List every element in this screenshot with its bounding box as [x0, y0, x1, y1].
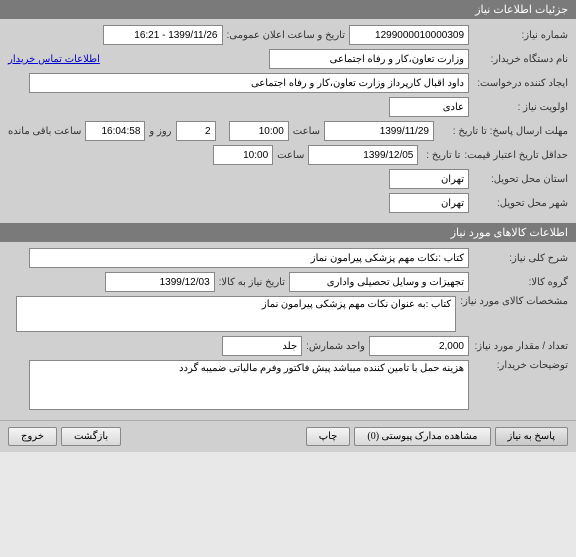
row-delivery-city: شهر محل تحویل:	[8, 193, 568, 213]
unit-field[interactable]	[222, 336, 302, 356]
respond-button[interactable]: پاسخ به نیاز	[495, 427, 569, 446]
row-general-desc: شرح کلی نیاز:	[8, 248, 568, 268]
quantity-field[interactable]	[369, 336, 469, 356]
attachments-button[interactable]: مشاهده مدارک پیوستی (0)	[354, 427, 490, 446]
days-label: روز و	[149, 126, 171, 137]
print-button[interactable]: چاپ	[306, 427, 351, 446]
row-deadline: مهلت ارسال پاسخ: تا تاریخ : ساعت روز و س…	[8, 121, 568, 141]
section1-header: جزئیات اطلاعات نیاز	[0, 0, 576, 19]
min-validity-to-label: تا تاریخ :	[422, 150, 460, 161]
delivery-city-field[interactable]	[389, 193, 469, 213]
row-goods-group: گروه کالا: تاریخ نیاز به کالا:	[8, 272, 568, 292]
back-button[interactable]: بازگشت	[61, 427, 121, 446]
time-remaining-field[interactable]	[85, 121, 145, 141]
row-buyer-org: نام دستگاه خریدار: اطلاعات تماس خریدار	[8, 49, 568, 69]
row-quantity: تعداد / مقدار مورد نیاز: واحد شمارش:	[8, 336, 568, 356]
unit-label: واحد شمارش:	[306, 341, 365, 352]
row-buyer-notes: توضیحات خریدار:	[8, 360, 568, 410]
row-request-number: شماره نیاز: تاریخ و ساعت اعلان عمومی:	[8, 25, 568, 45]
request-number-label: شماره نیاز:	[473, 30, 568, 41]
row-goods-spec: مشخصات کالای مورد نیاز:	[8, 296, 568, 332]
min-validity-label: حداقل تاریخ اعتبار قیمت:	[464, 150, 568, 161]
creator-label: ایجاد کننده درخواست:	[473, 78, 568, 89]
section2-header: اطلاعات کالاهای مورد نیاز	[0, 223, 576, 242]
min-validity-time-label: ساعت	[277, 150, 304, 161]
row-priority: اولویت نیاز :	[8, 97, 568, 117]
general-desc-field[interactable]	[29, 248, 469, 268]
need-date-field[interactable]	[105, 272, 215, 292]
min-validity-time-field[interactable]	[213, 145, 273, 165]
creator-field[interactable]	[29, 73, 469, 93]
deadline-time-field[interactable]	[229, 121, 289, 141]
buyer-org-label: نام دستگاه خریدار:	[473, 54, 568, 65]
row-creator: ایجاد کننده درخواست:	[8, 73, 568, 93]
contact-buyer-link[interactable]: اطلاعات تماس خریدار	[8, 54, 100, 65]
announce-label: تاریخ و ساعت اعلان عمومی:	[227, 30, 346, 41]
announce-field[interactable]	[103, 25, 223, 45]
priority-label: اولویت نیاز :	[473, 102, 568, 113]
buyer-notes-label: توضیحات خریدار:	[473, 360, 568, 371]
remaining-label: ساعت باقی مانده	[8, 126, 81, 137]
goods-spec-field[interactable]	[16, 296, 456, 332]
buyer-notes-field[interactable]	[29, 360, 469, 410]
section1-form: شماره نیاز: تاریخ و ساعت اعلان عمومی: نا…	[0, 19, 576, 223]
deadline-label: مهلت ارسال پاسخ: تا تاریخ :	[438, 126, 568, 137]
row-delivery-province: استان محل تحویل:	[8, 169, 568, 189]
general-desc-label: شرح کلی نیاز:	[473, 253, 568, 264]
delivery-province-label: استان محل تحویل:	[473, 174, 568, 185]
deadline-date-field[interactable]	[324, 121, 434, 141]
need-date-label: تاریخ نیاز به کالا:	[219, 277, 285, 288]
deadline-time-label: ساعت	[293, 126, 320, 137]
request-number-field[interactable]	[349, 25, 469, 45]
goods-group-field[interactable]	[289, 272, 469, 292]
delivery-city-label: شهر محل تحویل:	[473, 198, 568, 209]
exit-button[interactable]: خروج	[8, 427, 57, 446]
min-validity-date-field[interactable]	[308, 145, 418, 165]
button-bar: پاسخ به نیاز مشاهده مدارک پیوستی (0) چاپ…	[0, 420, 576, 452]
priority-field[interactable]	[389, 97, 469, 117]
section2-form: شرح کلی نیاز: گروه کالا: تاریخ نیاز به ک…	[0, 242, 576, 420]
goods-group-label: گروه کالا:	[473, 277, 568, 288]
row-min-validity: حداقل تاریخ اعتبار قیمت: تا تاریخ : ساعت	[8, 145, 568, 165]
quantity-label: تعداد / مقدار مورد نیاز:	[473, 341, 568, 352]
delivery-province-field[interactable]	[389, 169, 469, 189]
days-remaining-field[interactable]	[176, 121, 216, 141]
buyer-org-field[interactable]	[269, 49, 469, 69]
goods-spec-label: مشخصات کالای مورد نیاز:	[460, 296, 568, 307]
